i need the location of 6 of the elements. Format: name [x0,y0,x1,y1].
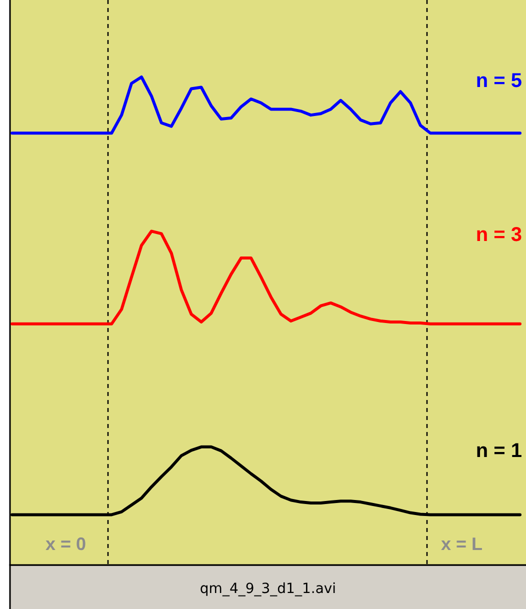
text: n = 1 [476,440,522,462]
text: n = 3 [476,224,522,246]
text: qm_4_9_3_d1_1.avi [200,581,336,597]
annotation: x = L [441,534,483,554]
text: n = 5 [476,70,522,92]
annotation: x = 0 [45,534,86,554]
